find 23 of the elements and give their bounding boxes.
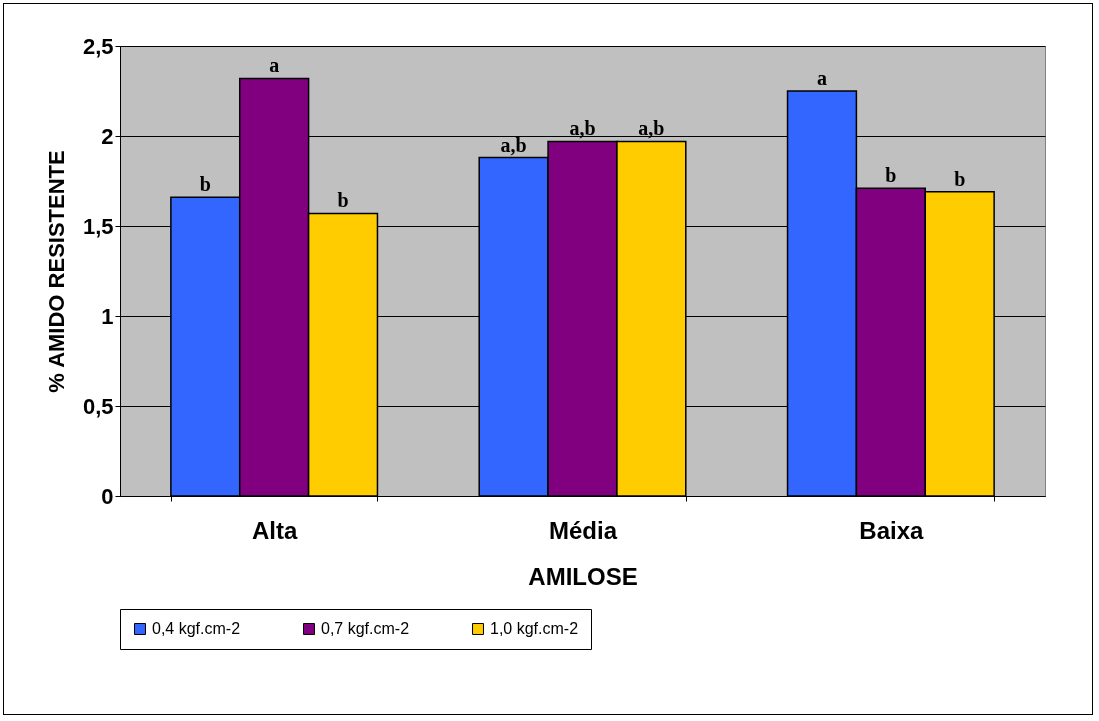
x-tick-label: Média (548, 516, 618, 544)
y-tick-label: 1,5 (82, 213, 114, 239)
data-label: b (954, 167, 966, 190)
y-tick-label: 0,5 (82, 393, 114, 419)
legend-label: 0,4 kgf.cm-2 (152, 620, 241, 637)
x-axis-title: AMILOSE (528, 562, 638, 590)
data-label: b (885, 164, 897, 187)
y-tick-label: 0 (101, 483, 114, 509)
y-axis-title: % AMIDO RESISTENTE (43, 150, 69, 393)
data-label: a (816, 67, 827, 89)
data-label: a,b (569, 117, 596, 140)
x-tick-label: Alta (251, 516, 298, 544)
data-label: a,b (500, 133, 527, 156)
x-tick-label: Baixa (859, 516, 925, 544)
data-label: a (269, 54, 280, 77)
legend-label: 1,0 kgf.cm-2 (490, 620, 579, 637)
data-label: a,b (638, 117, 665, 140)
data-label: b (337, 189, 349, 212)
data-label: b (199, 173, 211, 196)
legend-label: 0,7 kgf.cm-2 (321, 620, 410, 637)
y-tick-label: 2,5 (82, 33, 114, 59)
y-tick-label: 1 (101, 303, 114, 329)
y-tick-label: 2 (101, 123, 114, 149)
